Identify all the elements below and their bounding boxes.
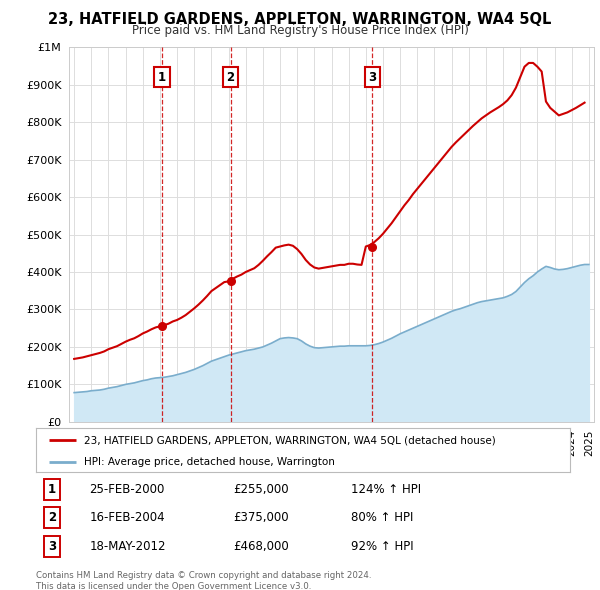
Text: 16-FEB-2004: 16-FEB-2004: [89, 511, 165, 525]
Text: 80% ↑ HPI: 80% ↑ HPI: [351, 511, 413, 525]
Text: Price paid vs. HM Land Registry's House Price Index (HPI): Price paid vs. HM Land Registry's House …: [131, 24, 469, 37]
Text: 2: 2: [48, 511, 56, 525]
Text: 92% ↑ HPI: 92% ↑ HPI: [351, 540, 413, 553]
Text: 2: 2: [227, 71, 235, 84]
Text: £255,000: £255,000: [233, 483, 289, 496]
Text: 3: 3: [368, 71, 376, 84]
Text: 1: 1: [48, 483, 56, 496]
Text: £375,000: £375,000: [233, 511, 289, 525]
Text: Contains HM Land Registry data © Crown copyright and database right 2024.
This d: Contains HM Land Registry data © Crown c…: [36, 571, 371, 590]
Text: £468,000: £468,000: [233, 540, 289, 553]
Text: 23, HATFIELD GARDENS, APPLETON, WARRINGTON, WA4 5QL: 23, HATFIELD GARDENS, APPLETON, WARRINGT…: [49, 12, 551, 27]
Text: 3: 3: [48, 540, 56, 553]
Text: 25-FEB-2000: 25-FEB-2000: [89, 483, 165, 496]
Text: 1: 1: [158, 71, 166, 84]
Text: 23, HATFIELD GARDENS, APPLETON, WARRINGTON, WA4 5QL (detached house): 23, HATFIELD GARDENS, APPLETON, WARRINGT…: [84, 435, 496, 445]
Text: 18-MAY-2012: 18-MAY-2012: [89, 540, 166, 553]
Text: 124% ↑ HPI: 124% ↑ HPI: [351, 483, 421, 496]
Text: HPI: Average price, detached house, Warrington: HPI: Average price, detached house, Warr…: [84, 457, 335, 467]
